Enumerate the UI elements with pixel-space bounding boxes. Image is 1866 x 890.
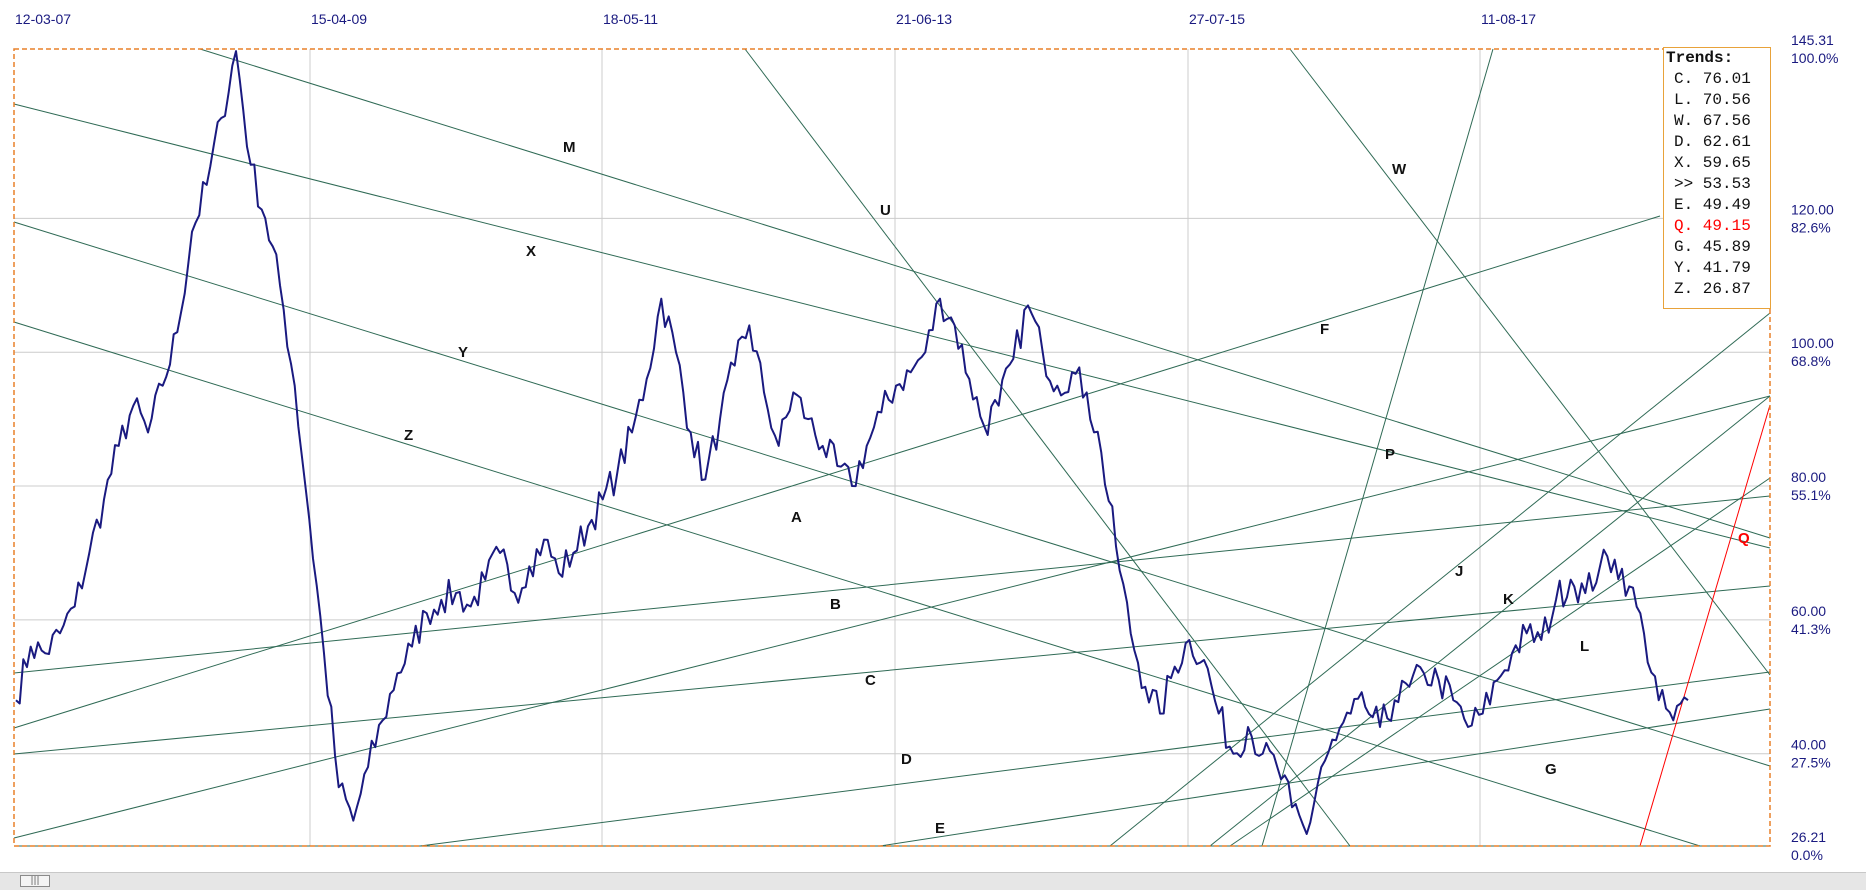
trendline-m <box>199 48 1771 539</box>
x-tick-label: 12-03-07 <box>15 11 71 27</box>
y-tick-value: 145.31 <box>1791 32 1834 48</box>
legend-entry: >> 53.53 <box>1674 175 1751 193</box>
legend-entry: L. 70.56 <box>1674 91 1751 109</box>
y-tick-percent: 27.5% <box>1791 755 1831 771</box>
trendline-label-m: M <box>563 139 576 156</box>
x-tick-label: 11-08-17 <box>1481 11 1536 27</box>
legend-entry: Q. 49.15 <box>1674 217 1751 235</box>
legend-entry: W. 67.56 <box>1674 112 1751 130</box>
trendline-label-d: D <box>901 751 912 768</box>
trendline-k <box>1209 395 1771 847</box>
x-tick-label: 21-06-13 <box>896 11 952 27</box>
trendline-label-g: G <box>1545 761 1557 778</box>
trendline-label-k: K <box>1503 591 1514 608</box>
trendline-label-c: C <box>865 672 876 689</box>
legend-entry: C. 76.01 <box>1674 70 1751 88</box>
trendline-label-a: A <box>791 509 802 526</box>
trendline-label-p: P <box>1385 446 1395 463</box>
trendline-label-j: J <box>1455 563 1463 580</box>
y-tick-percent: 68.8% <box>1791 353 1831 369</box>
y-tick-value: 26.21 <box>1791 829 1826 845</box>
trendline-c <box>13 395 1771 839</box>
trendline-z <box>13 321 1701 847</box>
trendline-label-f: F <box>1320 321 1329 338</box>
trendline-j <box>1109 312 1771 847</box>
trendline-l <box>1229 477 1771 847</box>
y-tick-percent: 82.6% <box>1791 219 1831 235</box>
trendline-label-u: U <box>880 202 891 219</box>
legend-entry: E. 49.49 <box>1674 196 1751 214</box>
trendline-label-e: E <box>935 820 945 837</box>
y-tick-percent: 100.0% <box>1791 50 1838 66</box>
legend-title: Trends: <box>1666 49 1734 67</box>
trendline-label-z: Z <box>404 427 413 444</box>
trendline-f <box>13 215 1661 729</box>
chart-canvas: 12-03-07 15-04-09 18-05-11 21-06-13 27-07-15… <box>13 11 1838 863</box>
y-tick-value: 40.00 <box>1791 737 1826 753</box>
legend-entry: Y. 41.79 <box>1674 259 1751 277</box>
plot-frame <box>13 48 1771 847</box>
trendline-label-x: X <box>526 243 536 260</box>
scrollbar-thumb[interactable]: ||| <box>20 875 50 887</box>
trends-legend: Trends: C. 76.01 L. 70.56 W. 67.56 D. 62.61… <box>1663 47 1771 309</box>
trendline-w <box>1289 48 1771 676</box>
trendline-p <box>1261 48 1494 847</box>
y-tick-value: 60.00 <box>1791 603 1826 619</box>
legend-entry: D. 62.61 <box>1674 133 1751 151</box>
trendline-y <box>13 221 1771 767</box>
trendline-label-w: W <box>1392 161 1407 178</box>
trendline-label-l: L <box>1580 638 1589 655</box>
trendline-a <box>13 495 1771 674</box>
y-tick-value: 100.00 <box>1791 335 1834 351</box>
trendline-b <box>13 585 1771 755</box>
trendline-e <box>879 708 1771 847</box>
trendline-u <box>744 48 1351 847</box>
y-tick-percent: 0.0% <box>1791 847 1823 863</box>
trendline-label-y: Y <box>458 344 468 361</box>
trendline-d <box>419 671 1771 847</box>
x-tick-label: 27-07-15 <box>1189 11 1245 27</box>
horizontal-scrollbar[interactable]: ||| <box>0 872 1866 890</box>
y-tick-value: 120.00 <box>1791 201 1834 217</box>
legend-entry: X. 59.65 <box>1674 154 1751 172</box>
y-tick-percent: 41.3% <box>1791 621 1831 637</box>
trendline-x <box>13 103 1771 549</box>
x-tick-label: 15-04-09 <box>311 11 367 27</box>
legend-entry: G. 45.89 <box>1674 238 1751 256</box>
trendline-label-b: B <box>830 596 841 613</box>
trendline-q <box>1639 404 1771 847</box>
y-tick-value: 80.00 <box>1791 469 1826 485</box>
trendline-label-q: Q <box>1738 530 1750 547</box>
y-tick-percent: 55.1% <box>1791 487 1831 503</box>
legend-entry: Z. 26.87 <box>1674 280 1751 298</box>
price-series-line <box>15 50 1689 835</box>
x-tick-label: 18-05-11 <box>603 11 658 27</box>
